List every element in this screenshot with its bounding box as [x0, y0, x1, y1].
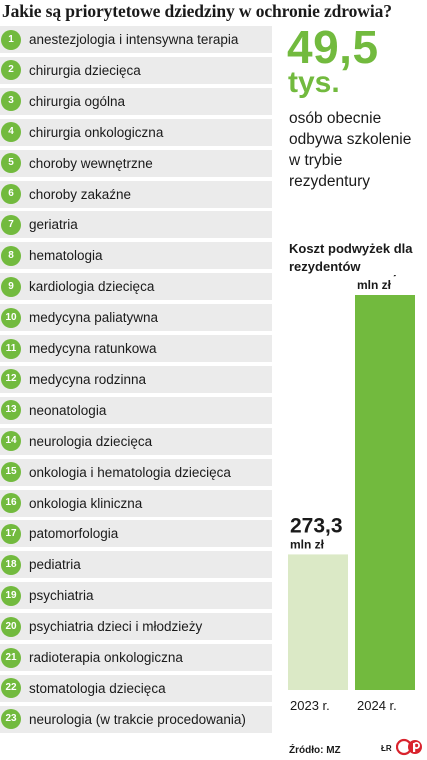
bar-unit-label: mln zł: [290, 537, 325, 551]
list-item-label: stomatologia dziecięca: [29, 680, 166, 696]
list-item-number: 5: [1, 153, 21, 174]
list-item: 19 psychiatria: [0, 582, 272, 610]
list-item-label: kardiologia dziecięca: [29, 279, 155, 295]
list-item-label: chirurgia ogólna: [29, 93, 126, 109]
list-item-number: 19: [1, 585, 21, 606]
list-item-label: chirurgia onkologiczna: [29, 124, 164, 140]
source-note: Źródło: MZ: [289, 745, 341, 756]
list-item: 14 neurologia dziecięca: [0, 427, 272, 455]
list-item-label: chirurgia dziecięca: [29, 62, 141, 78]
bar-1: [355, 295, 415, 690]
list-item-label: patomorfologia: [29, 526, 119, 542]
list-item-number: 12: [1, 369, 21, 390]
list-item-number: 9: [1, 276, 21, 297]
list-item-label: pediatria: [29, 557, 81, 573]
list-item-number: 6: [1, 184, 21, 204]
list-item-label: choroby wewnętrzne: [29, 155, 153, 171]
list-item-number: 18: [1, 554, 21, 575]
list-item-number: 13: [1, 400, 21, 421]
list-item-label: radioterapia onkologiczna: [29, 650, 183, 665]
page-title: Jakie są priorytetowe dziedziny w ochron…: [2, 1, 392, 21]
list-item-number: 20: [1, 616, 21, 637]
list-item: 2 chirurgia dziecięca: [0, 56, 272, 84]
list-item-label: hematologia: [29, 248, 103, 264]
list-item-number: 4: [1, 122, 21, 143]
stat-description: osób obecnie odbywa szkolenie w trybie r…: [289, 110, 412, 190]
list-item: 13 neonatologia: [0, 396, 272, 424]
list-item: 7 geriatria: [0, 211, 272, 239]
list-item: 16 onkologia kliniczna: [0, 489, 272, 517]
list-item-number: 22: [1, 678, 21, 699]
list-item-number: 2: [1, 60, 21, 81]
list-item: 5 choroby wewnętrzne: [0, 149, 272, 177]
list-item-label: medycyna paliatywna: [29, 310, 159, 326]
list-item: 22 stomatologia dziecięca: [0, 674, 272, 702]
chart-title: Koszt podwyżek dla rezydentów: [289, 241, 413, 274]
list-item: 21 radioterapia onkologiczna: [0, 644, 272, 671]
list-item-number: 10: [1, 307, 21, 328]
list-item: 18 pediatria: [0, 551, 272, 579]
bar-unit-label: mln zł: [357, 278, 392, 292]
list-item-label: neurologia dziecięca: [29, 433, 153, 449]
list-item-number: 15: [1, 462, 21, 483]
list-item-number: 3: [1, 91, 21, 112]
list-item-label: onkologia kliniczna: [29, 495, 143, 511]
category-label: 2024 r.: [357, 698, 397, 713]
list-item: 9 kardiologia dziecięca: [0, 273, 272, 301]
list-item: 11 medycyna ratunkowa: [0, 335, 272, 362]
author-credit: ŁR: [381, 744, 392, 753]
list-item-number: 17: [1, 523, 21, 544]
list-item: 4 chirurgia onkologiczna: [0, 118, 272, 146]
list-item-number: 23: [1, 709, 21, 730]
list-item-label: psychiatria: [29, 588, 94, 604]
list-item: 12 medycyna rodzinna: [0, 365, 272, 393]
list-item: 8 hematologia: [0, 242, 272, 270]
list-item-label: geriatria: [29, 217, 78, 233]
category-label: 2023 r.: [290, 698, 330, 713]
list-item-label: onkologia i hematologia dziecięca: [29, 464, 231, 480]
list-item: 6 choroby zakaźne: [0, 180, 272, 208]
list-item: 23 neurologia (w trakcie procedowania): [0, 705, 272, 733]
list-item-number: 16: [1, 493, 21, 513]
list-item-label: medycyna rodzinna: [29, 371, 147, 387]
bar-value-label: 273,3: [290, 514, 343, 537]
publisher-logo-icon: [396, 738, 422, 756]
list-item-label: medycyna ratunkowa: [29, 341, 157, 356]
list-item-label: psychiatria dzieci i młodzieży: [29, 619, 203, 635]
list-item: 1 anestezjologia i intensywna terapia: [0, 26, 272, 53]
list-item-number: 8: [1, 245, 21, 266]
list-item-label: choroby zakaźne: [29, 186, 132, 202]
list-item: 15 onkologia i hematologia dziecięca: [0, 458, 272, 486]
list-item-number: 14: [1, 431, 21, 452]
list-item-number: 11: [1, 338, 21, 359]
stat-value: 49,5: [287, 21, 379, 73]
list-item: 10 medycyna paliatywna: [0, 304, 272, 332]
list-item: 20 psychiatria dzieci i młodzieży: [0, 613, 272, 641]
stat-unit: tys.: [288, 66, 340, 99]
bar-value-label: 796,2: [357, 275, 410, 278]
list-item-label: neonatologia: [29, 402, 107, 418]
list-item: 17 patomorfologia: [0, 520, 272, 548]
list-item-label: anestezjologia i intensywna terapia: [29, 32, 239, 47]
bar-0: [288, 554, 348, 690]
list-item-label: neurologia (w trakcie procedowania): [29, 711, 246, 727]
list-item: 3 chirurgia ogólna: [0, 87, 272, 115]
list-item-number: 21: [1, 647, 21, 668]
list-item-number: 7: [1, 214, 21, 235]
list-item-number: 1: [1, 29, 21, 50]
